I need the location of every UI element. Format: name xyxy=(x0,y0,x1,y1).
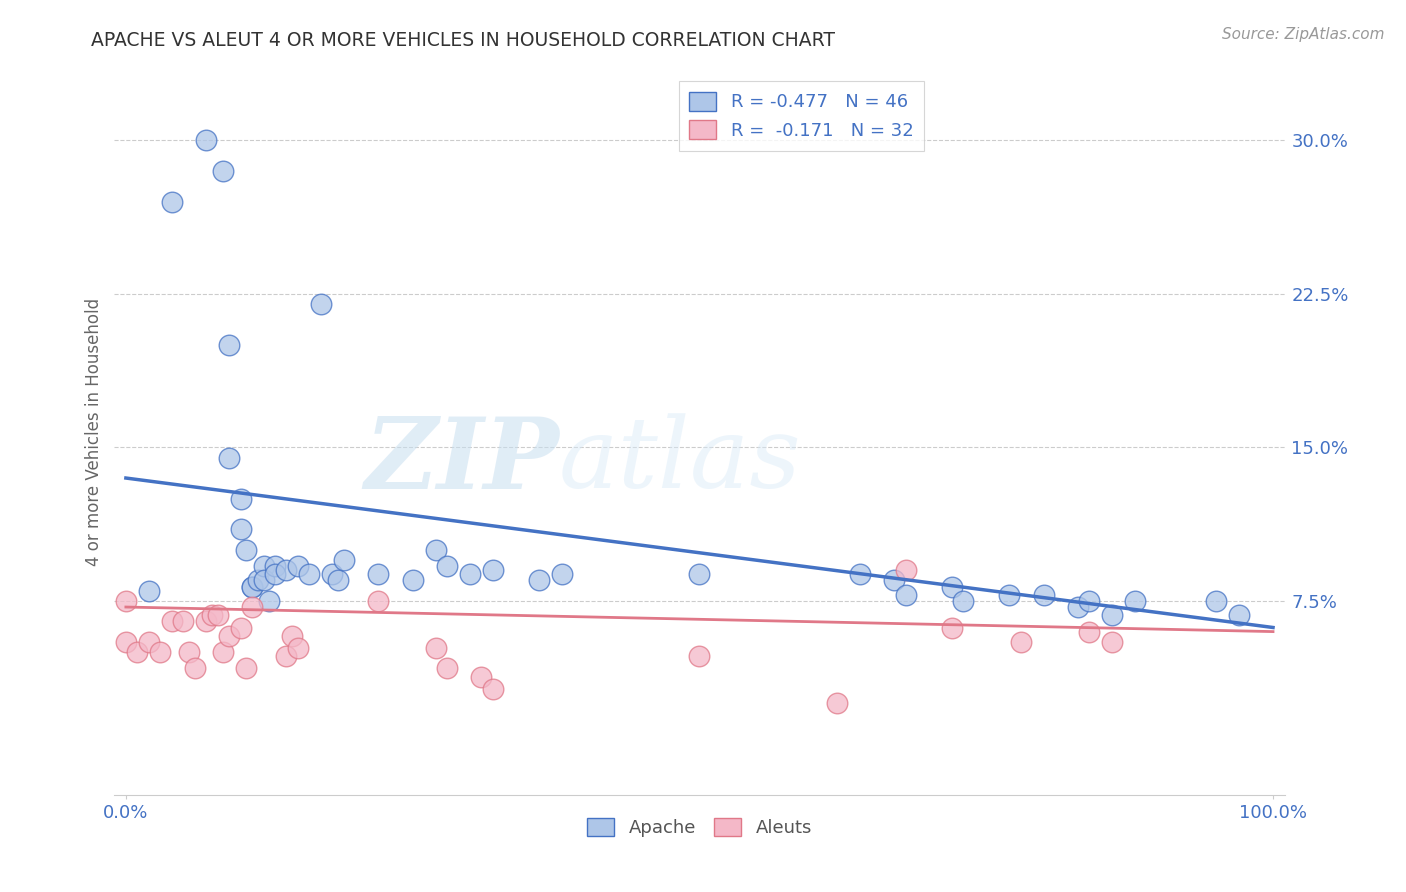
Point xyxy=(195,133,218,147)
Legend: Apache, Aleuts: Apache, Aleuts xyxy=(579,811,820,845)
Point xyxy=(894,563,917,577)
Point xyxy=(298,567,321,582)
Point xyxy=(688,567,710,582)
Point xyxy=(367,567,389,582)
Point xyxy=(998,588,1021,602)
Point xyxy=(207,608,229,623)
Point xyxy=(212,645,235,659)
Point xyxy=(367,594,389,608)
Point xyxy=(287,559,309,574)
Point xyxy=(252,574,274,588)
Point xyxy=(218,450,240,465)
Point xyxy=(458,567,481,582)
Point xyxy=(229,522,252,536)
Point xyxy=(138,635,160,649)
Point xyxy=(287,640,309,655)
Point xyxy=(436,559,458,574)
Point xyxy=(482,563,505,577)
Point xyxy=(470,670,492,684)
Point xyxy=(259,594,281,608)
Point xyxy=(425,542,447,557)
Point xyxy=(849,567,872,582)
Text: ZIP: ZIP xyxy=(364,413,560,509)
Point xyxy=(229,620,252,634)
Point xyxy=(688,649,710,664)
Point xyxy=(825,696,848,710)
Point xyxy=(240,580,263,594)
Point xyxy=(883,574,905,588)
Point xyxy=(115,594,138,608)
Point xyxy=(1125,594,1147,608)
Point xyxy=(240,600,263,615)
Point xyxy=(201,608,224,623)
Point xyxy=(127,645,149,659)
Point xyxy=(218,629,240,643)
Point xyxy=(482,681,505,696)
Point xyxy=(246,574,269,588)
Point xyxy=(894,588,917,602)
Point xyxy=(326,574,349,588)
Text: Source: ZipAtlas.com: Source: ZipAtlas.com xyxy=(1222,27,1385,42)
Point xyxy=(425,640,447,655)
Point xyxy=(115,635,138,649)
Point xyxy=(160,615,183,629)
Point xyxy=(229,491,252,506)
Point xyxy=(309,297,332,311)
Point xyxy=(276,563,298,577)
Point xyxy=(1067,600,1090,615)
Point xyxy=(235,661,257,675)
Point xyxy=(1205,594,1227,608)
Point xyxy=(1101,635,1123,649)
Point xyxy=(952,594,974,608)
Point xyxy=(264,559,287,574)
Point xyxy=(1078,624,1101,639)
Point xyxy=(160,194,183,209)
Point xyxy=(276,649,298,664)
Point xyxy=(172,615,194,629)
Point xyxy=(218,338,240,352)
Point xyxy=(402,574,425,588)
Point xyxy=(1078,594,1101,608)
Point xyxy=(281,629,304,643)
Point xyxy=(527,574,550,588)
Point xyxy=(212,164,235,178)
Point xyxy=(240,580,263,594)
Point xyxy=(941,580,963,594)
Point xyxy=(1101,608,1123,623)
Y-axis label: 4 or more Vehicles in Household: 4 or more Vehicles in Household xyxy=(86,298,103,566)
Point xyxy=(177,645,200,659)
Text: atlas: atlas xyxy=(560,413,801,508)
Point xyxy=(321,567,343,582)
Point xyxy=(436,661,458,675)
Point xyxy=(551,567,574,582)
Point xyxy=(252,559,274,574)
Point xyxy=(183,661,205,675)
Point xyxy=(941,620,963,634)
Point xyxy=(264,567,287,582)
Text: APACHE VS ALEUT 4 OR MORE VEHICLES IN HOUSEHOLD CORRELATION CHART: APACHE VS ALEUT 4 OR MORE VEHICLES IN HO… xyxy=(91,31,835,50)
Point xyxy=(235,542,257,557)
Point xyxy=(1010,635,1032,649)
Point xyxy=(149,645,172,659)
Point xyxy=(333,553,356,567)
Point xyxy=(1032,588,1054,602)
Point xyxy=(195,615,218,629)
Point xyxy=(138,583,160,598)
Point xyxy=(1227,608,1250,623)
